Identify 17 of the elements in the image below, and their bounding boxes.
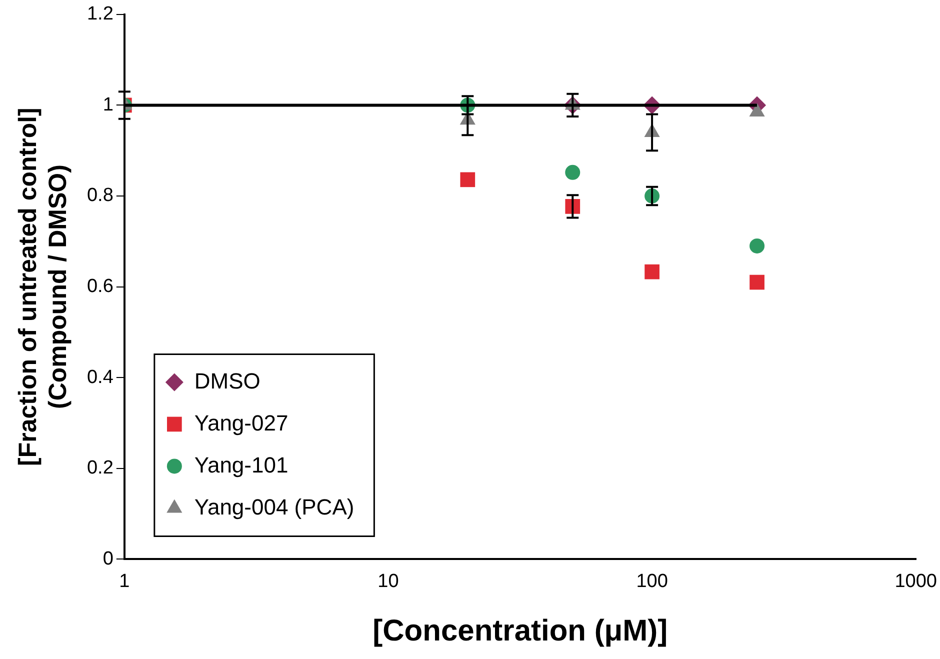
y-tick-label: 0 <box>102 548 114 570</box>
legend-label: Yang-004 (PCA) <box>194 494 354 520</box>
legend-label: Yang-027 <box>194 410 288 436</box>
x-tick-label: 1 <box>119 570 130 592</box>
y-axis-title: [Fraction of untreated control] (Compound / DMSO) <box>14 108 72 466</box>
legend-label: DMSO <box>194 368 260 394</box>
y-tick-label: 0.4 <box>86 366 114 388</box>
legend-label: Yang-101 <box>194 452 288 478</box>
y-tick-label: 1 <box>102 94 114 116</box>
x-axis-title: [Concentration (μM)] <box>372 614 668 648</box>
y-tick-label: 0.6 <box>86 276 114 298</box>
x-tick-label: 1000 <box>894 570 938 592</box>
y-tick-label: 0.2 <box>86 458 114 479</box>
y-tick-label: 1.2 <box>86 4 114 25</box>
x-tick-label: 10 <box>378 570 399 592</box>
y-tick-label: 0.8 <box>86 185 114 206</box>
x-tick-label: 100 <box>636 570 668 592</box>
